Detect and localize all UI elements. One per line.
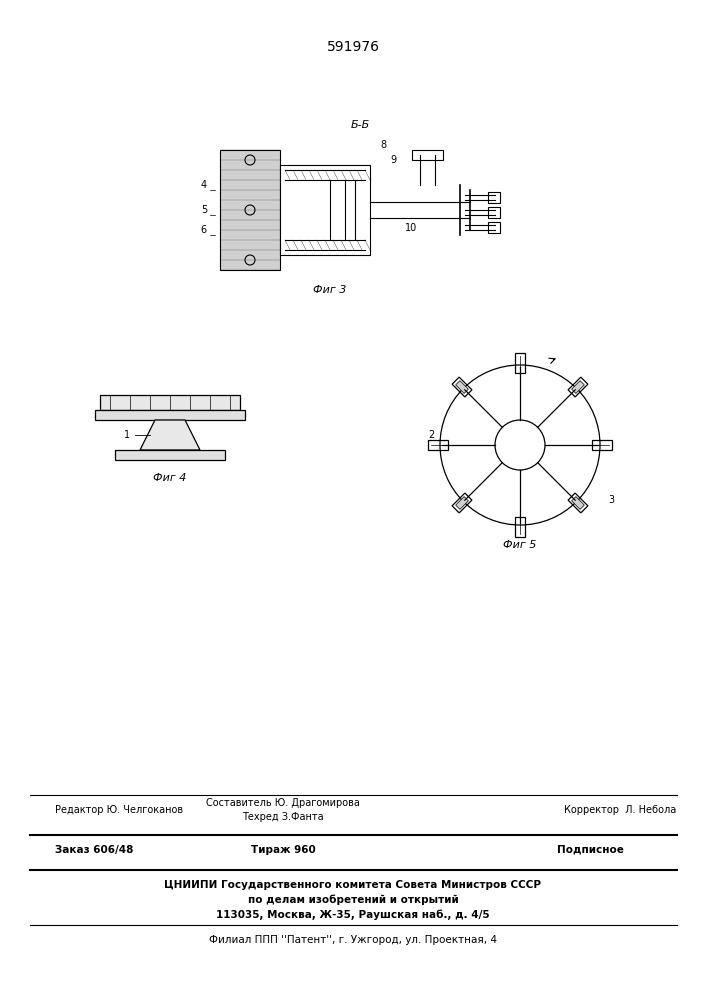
Text: Тираж 960: Тираж 960 bbox=[250, 845, 315, 855]
Text: 8: 8 bbox=[380, 140, 386, 150]
Text: 10: 10 bbox=[405, 223, 417, 233]
Text: 9: 9 bbox=[390, 155, 396, 165]
Text: по делам изобретений и открытий: по делам изобретений и открытий bbox=[247, 895, 458, 905]
Text: ЦНИИПИ Государственного комитета Совета Министров СССР: ЦНИИПИ Государственного комитета Совета … bbox=[165, 880, 542, 890]
Text: 3: 3 bbox=[608, 495, 614, 505]
Text: Составитель Ю. Драгомирова: Составитель Ю. Драгомирова bbox=[206, 798, 360, 808]
Text: 113035, Москва, Ж-35, Раушская наб., д. 4/5: 113035, Москва, Ж-35, Раушская наб., д. … bbox=[216, 910, 490, 920]
Text: Редактор Ю. Челгоканов: Редактор Ю. Челгоканов bbox=[55, 805, 183, 815]
Polygon shape bbox=[95, 410, 245, 420]
Text: 591976: 591976 bbox=[327, 40, 380, 54]
Text: 6: 6 bbox=[201, 225, 207, 235]
Text: Техред З.Фанта: Техред З.Фанта bbox=[243, 812, 324, 822]
Text: Корректор  Л. Небола: Корректор Л. Небола bbox=[564, 805, 676, 815]
Text: Подписное: Подписное bbox=[556, 845, 624, 855]
Polygon shape bbox=[280, 165, 370, 255]
Polygon shape bbox=[100, 395, 240, 410]
Polygon shape bbox=[455, 497, 468, 509]
Text: Фиг 4: Фиг 4 bbox=[153, 473, 187, 483]
Text: Б-Б: Б-Б bbox=[351, 120, 370, 130]
Text: 1: 1 bbox=[124, 430, 130, 440]
Text: Фиг 5: Фиг 5 bbox=[503, 540, 537, 550]
Text: 2: 2 bbox=[428, 430, 435, 440]
Polygon shape bbox=[220, 150, 280, 270]
Text: Фиг 3: Фиг 3 bbox=[313, 285, 346, 295]
Polygon shape bbox=[572, 381, 585, 393]
Polygon shape bbox=[572, 497, 585, 509]
Text: 4: 4 bbox=[201, 180, 207, 190]
Polygon shape bbox=[140, 420, 200, 450]
Text: 5: 5 bbox=[201, 205, 207, 215]
Text: Заказ 606/48: Заказ 606/48 bbox=[55, 845, 134, 855]
Polygon shape bbox=[455, 381, 468, 393]
Polygon shape bbox=[115, 450, 225, 460]
Circle shape bbox=[495, 420, 545, 470]
Text: Филиал ППП ''Патент'', г. Ужгород, ул. Проектная, 4: Филиал ППП ''Патент'', г. Ужгород, ул. П… bbox=[209, 935, 497, 945]
